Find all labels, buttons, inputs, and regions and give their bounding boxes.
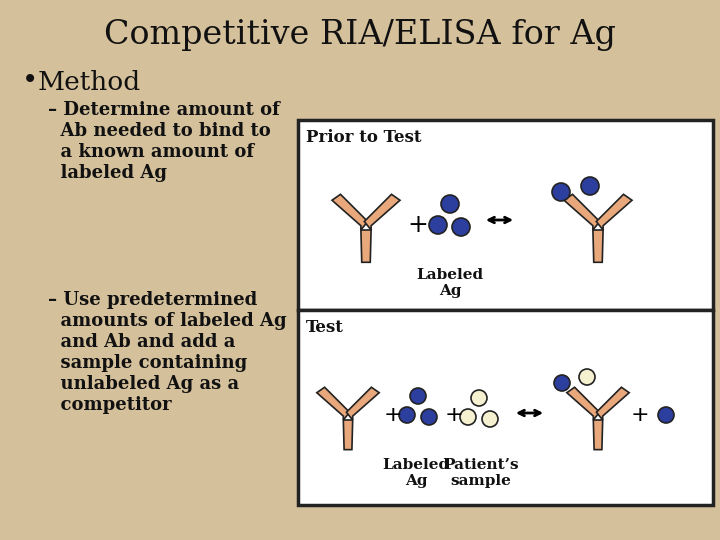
Circle shape	[554, 375, 570, 391]
Circle shape	[452, 218, 470, 236]
Text: +: +	[445, 405, 463, 425]
Polygon shape	[343, 420, 353, 450]
Polygon shape	[567, 387, 600, 420]
Text: unlabeled Ag as a: unlabeled Ag as a	[48, 375, 239, 393]
Polygon shape	[317, 387, 350, 420]
Polygon shape	[364, 194, 400, 230]
Text: Ab needed to bind to: Ab needed to bind to	[48, 122, 271, 140]
Circle shape	[399, 407, 415, 423]
Text: Labeled
Ag: Labeled Ag	[382, 458, 449, 488]
Text: +: +	[408, 213, 428, 237]
Circle shape	[410, 388, 426, 404]
Circle shape	[552, 183, 570, 201]
Text: •: •	[22, 69, 38, 96]
Polygon shape	[332, 194, 368, 230]
Circle shape	[460, 409, 476, 425]
Polygon shape	[596, 387, 629, 420]
Text: labeled Ag: labeled Ag	[48, 164, 167, 182]
Polygon shape	[361, 230, 371, 262]
Polygon shape	[596, 194, 632, 230]
Polygon shape	[593, 420, 603, 450]
Text: – Use predetermined: – Use predetermined	[48, 291, 257, 309]
Text: Competitive RIA/ELISA for Ag: Competitive RIA/ELISA for Ag	[104, 19, 616, 51]
Text: Prior to Test: Prior to Test	[306, 130, 421, 146]
Circle shape	[658, 407, 674, 423]
Text: – Determine amount of: – Determine amount of	[48, 101, 280, 119]
Polygon shape	[593, 230, 603, 262]
Circle shape	[482, 411, 498, 427]
Text: +: +	[384, 405, 402, 425]
Text: Test: Test	[306, 320, 344, 336]
Text: a known amount of: a known amount of	[48, 143, 254, 161]
Polygon shape	[564, 194, 600, 230]
Text: Labeled
Ag: Labeled Ag	[416, 268, 484, 298]
Text: +: +	[631, 405, 649, 425]
Circle shape	[581, 177, 599, 195]
Text: Method: Method	[38, 70, 141, 94]
Circle shape	[429, 216, 447, 234]
Circle shape	[579, 369, 595, 385]
Circle shape	[421, 409, 437, 425]
Bar	[298, 310, 713, 505]
Text: and Ab and add a: and Ab and add a	[48, 333, 235, 351]
Text: amounts of labeled Ag: amounts of labeled Ag	[48, 312, 287, 330]
Text: Patient’s
sample: Patient’s sample	[444, 458, 519, 488]
Text: competitor: competitor	[48, 396, 171, 414]
Circle shape	[471, 390, 487, 406]
Circle shape	[441, 195, 459, 213]
Polygon shape	[346, 387, 379, 420]
Bar	[298, 120, 713, 310]
Text: sample containing: sample containing	[48, 354, 247, 372]
